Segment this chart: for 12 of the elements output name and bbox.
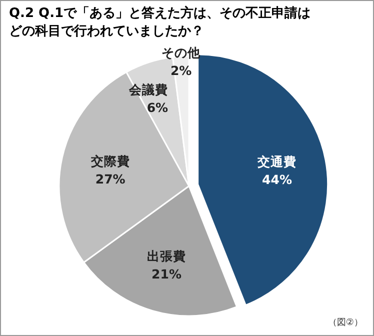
chart-title: Q.2 Q.1で「ある」と答えた方は、その不正申請はどの科目で行われていましたか？ [9, 5, 312, 41]
data-label: 2% [170, 63, 192, 78]
slice-label: その他 [162, 45, 202, 60]
data-label: 6% [146, 100, 169, 115]
slice-label: 出張費 [147, 248, 186, 264]
slice-label: 会議費 [128, 82, 168, 97]
data-label: 21% [152, 266, 182, 282]
slice-label: 交通費 [256, 154, 297, 170]
data-label: 44% [262, 172, 292, 188]
data-label: 27% [95, 171, 126, 186]
slice-label: 交際費 [90, 153, 130, 168]
text: （図②） [328, 317, 363, 329]
